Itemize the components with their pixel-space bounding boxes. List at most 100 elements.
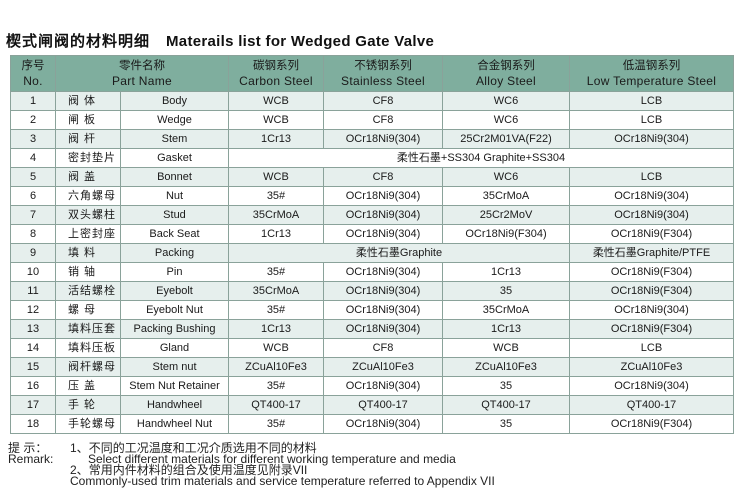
cell-part-cn: 活结螺栓 (55, 281, 121, 301)
remark-item-2-en: Commonly-used trim materials and service… (70, 474, 495, 488)
cell-part-cn: 密封垫片 (55, 148, 121, 168)
cell-carbon: 1Cr13 (228, 224, 324, 244)
cell-low-temp: OCr18Ni9(304) (569, 376, 734, 396)
cell-alloy: 35CrMoA (442, 186, 570, 206)
cell-alloy: 25Cr2M01VA(F22) (442, 129, 570, 149)
cell-stainless: OCr18Ni9(304) (323, 129, 443, 149)
cell-low-temp: OCr18Ni9(304) (569, 129, 734, 149)
cell-carbon: QT400-17 (228, 395, 324, 415)
cell-carbon: 1Cr13 (228, 319, 324, 339)
cell-no: 17 (10, 395, 56, 415)
cell-part-en: Stem (120, 129, 229, 149)
cell-low-temp: OCr18Ni9(304) (569, 186, 734, 206)
table-row: 4 密封垫片 Gasket 柔性石墨+SS304 Graphite+SS304 (10, 148, 734, 168)
cell-part-cn: 填料压板 (55, 338, 121, 358)
cell-part-en: Packing (120, 243, 229, 263)
cell-part-en: Back Seat (120, 224, 229, 244)
cell-part-cn: 销 轴 (55, 262, 121, 282)
table-row: 17 手 轮 Handwheel QT400-17 QT400-17 QT400-17 QT… (10, 395, 734, 415)
header-stainless-steel: 不锈钢系列 Stainless Steel (323, 55, 443, 92)
cell-low-temp: OCr18Ni9(F304) (569, 414, 734, 434)
cell-part-en: Stem nut (120, 357, 229, 377)
cell-part-en: Eyebolt (120, 281, 229, 301)
cell-carbon: 35# (228, 414, 324, 434)
cell-stainless: OCr18Ni9(304) (323, 224, 443, 244)
title-cn: 楔式闸阀的材料明细 (6, 33, 151, 50)
cell-part-en: Packing Bushing (120, 319, 229, 339)
cell-no: 9 (10, 243, 56, 263)
cell-low-temp: LCB (569, 110, 734, 130)
cell-part-cn: 上密封座 (55, 224, 121, 244)
table-row: 13 填料压套 Packing Bushing 1Cr13 OCr18Ni9(304) 1… (10, 319, 734, 339)
cell-low-temp: LCB (569, 91, 734, 111)
cell-stainless: OCr18Ni9(304) (323, 414, 443, 434)
header-low-temperature-steel: 低温钢系列 Low Temperature Steel (569, 55, 734, 92)
cell-alloy: 35 (442, 414, 570, 434)
cell-carbon: ZCuAl10Fe3 (228, 357, 324, 377)
cell-carbon: WCB (228, 110, 324, 130)
cell-no: 8 (10, 224, 56, 244)
table-row: 6 六角螺母 Nut 35# OCr18Ni9(304) 35CrMoA OCr18Ni9(… (10, 186, 734, 206)
cell-part-cn: 阀 杆 (55, 129, 121, 149)
cell-low-temp: OCr18Ni9(304) (569, 300, 734, 320)
cell-stainless: OCr18Ni9(304) (323, 205, 443, 225)
cell-part-cn: 压 盖 (55, 376, 121, 396)
cell-part-en: Handwheel (120, 395, 229, 415)
table-row: 18 手轮螺母 Handwheel Nut 35# OCr18Ni9(304) 35 OCr… (10, 414, 734, 434)
cell-carbon: WCB (228, 167, 324, 187)
cell-part-cn: 填料压套 (55, 319, 121, 339)
cell-part-cn: 手轮螺母 (55, 414, 121, 434)
cell-part-en: Wedge (120, 110, 229, 130)
cell-alloy: 25Cr2MoV (442, 205, 570, 225)
cell-no: 15 (10, 357, 56, 377)
cell-part-cn: 阀 盖 (55, 167, 121, 187)
table-row: 12 螺 母 Eyebolt Nut 35# OCr18Ni9(304) 35CrMoA O… (10, 300, 734, 320)
materials-table: 序号 No. 零件名称 Part Name 碳钢系列 Carbon Steel 不锈钢… (10, 55, 734, 434)
cell-no: 4 (10, 148, 56, 168)
cell-stainless: OCr18Ni9(304) (323, 262, 443, 282)
cell-carbon: 35# (228, 300, 324, 320)
cell-stainless: CF8 (323, 167, 443, 187)
cell-part-en: Stem Nut Retainer (120, 376, 229, 396)
cell-carbon: 35# (228, 262, 324, 282)
cell-part-cn: 手 轮 (55, 395, 121, 415)
cell-stainless: QT400-17 (323, 395, 443, 415)
cell-carbon: 1Cr13 (228, 129, 324, 149)
page-title: 楔式闸阀的材料明细 Materails list for Wedged Gate… (6, 30, 434, 52)
cell-carbon: WCB (228, 338, 324, 358)
cell-low-temp: OCr18Ni9(F304) (569, 281, 734, 301)
remark-item-1-cn: 1、不同的工况温度和工况介质选用不同的材料 (70, 441, 317, 455)
cell-no: 5 (10, 167, 56, 187)
cell-low-temp: QT400-17 (569, 395, 734, 415)
cell-part-cn: 填 料 (55, 243, 121, 263)
cell-alloy: 1Cr13 (442, 319, 570, 339)
cell-low-temp: OCr18Ni9(304) (569, 205, 734, 225)
cell-part-en: Pin (120, 262, 229, 282)
cell-no: 11 (10, 281, 56, 301)
cell-low-temp: ZCuAl10Fe3 (569, 357, 734, 377)
cell-part-en: Eyebolt Nut (120, 300, 229, 320)
table-row: 14 填料压板 Gland WCB CF8 WCB LCB (10, 338, 734, 358)
cell-no: 3 (10, 129, 56, 149)
remarks-section: 提 示： 1、不同的工况温度和工况介质选用不同的材料 Remark: Selec… (8, 441, 728, 488)
cell-carbon: WCB (228, 91, 324, 111)
cell-alloy: 35 (442, 281, 570, 301)
cell-part-cn: 闸 板 (55, 110, 121, 130)
cell-alloy: 1Cr13 (442, 262, 570, 282)
header-alloy-steel: 合金钢系列 Alloy Steel (442, 55, 570, 92)
cell-part-cn: 螺 母 (55, 300, 121, 320)
cell-part-en: Stud (120, 205, 229, 225)
cell-part-en: Gasket (120, 148, 229, 168)
cell-stainless: OCr18Ni9(304) (323, 281, 443, 301)
cell-part-en: Nut (120, 186, 229, 206)
cell-no: 6 (10, 186, 56, 206)
table-row: 8 上密封座 Back Seat 1Cr13 OCr18Ni9(304) OCr18Ni9… (10, 224, 734, 244)
remark-label-cn: 提 示： (8, 441, 48, 455)
table-row: 10 销 轴 Pin 35# OCr18Ni9(304) 1Cr13 OCr18Ni9(F3… (10, 262, 734, 282)
cell-no: 10 (10, 262, 56, 282)
cell-no: 13 (10, 319, 56, 339)
cell-low-temp: LCB (569, 167, 734, 187)
cell-alloy: WC6 (442, 167, 570, 187)
